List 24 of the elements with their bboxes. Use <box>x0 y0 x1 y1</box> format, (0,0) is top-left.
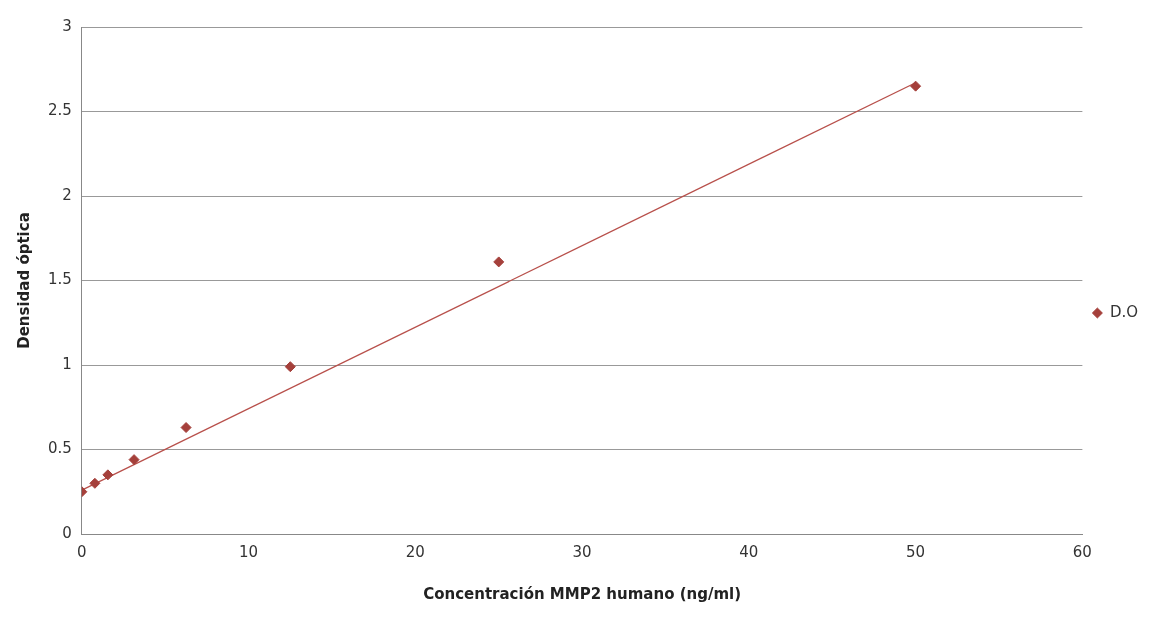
y-tick-label: 2.5 <box>48 101 72 120</box>
point <box>180 422 192 434</box>
x-tick-label: 0 <box>77 542 87 561</box>
x-tick-label: 20 <box>405 542 425 561</box>
x-tick-label: 30 <box>572 542 592 561</box>
x-tick-label: 40 <box>739 542 759 561</box>
y-tick-label: 1 <box>62 354 72 373</box>
legend-label: D.O <box>1109 302 1138 321</box>
x-tick-label: 10 <box>239 542 259 561</box>
y-tick-label: 0 <box>62 523 72 542</box>
y-tick-label: 2 <box>62 185 72 204</box>
y-tick-label: 3 <box>62 16 72 35</box>
y-tick-label: 1.5 <box>48 270 72 289</box>
y-tick-label: 0.5 <box>48 439 72 458</box>
x-tick-label: 50 <box>906 542 926 561</box>
point <box>128 454 140 466</box>
x-axis-title: Concentración MMP2 humano (ng/ml) <box>423 584 742 603</box>
point <box>493 256 505 268</box>
point <box>910 80 922 92</box>
point <box>284 361 296 373</box>
point <box>89 477 101 489</box>
y-axis-title: Densidad óptica <box>14 212 33 349</box>
x-tick-label: 60 <box>1072 542 1092 561</box>
point <box>102 469 114 481</box>
